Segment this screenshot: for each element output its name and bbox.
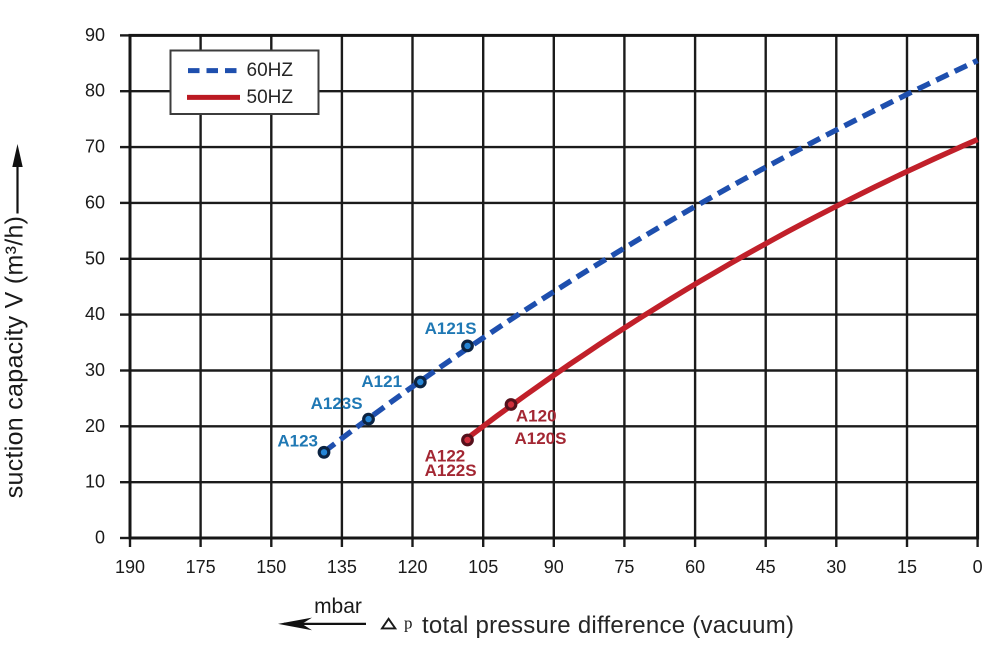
svg-text:A120: A120	[516, 407, 557, 426]
svg-text:A120S: A120S	[515, 429, 567, 448]
svg-text:A121: A121	[361, 372, 402, 391]
svg-text:total pressure difference (vac: total pressure difference (vacuum)	[422, 612, 794, 639]
svg-text:45: 45	[756, 557, 776, 577]
svg-text:80: 80	[85, 81, 105, 101]
svg-text:105: 105	[468, 557, 498, 577]
svg-text:20: 20	[85, 416, 105, 436]
svg-text:135: 135	[327, 557, 357, 577]
svg-text:30: 30	[826, 557, 846, 577]
svg-text:p: p	[404, 614, 413, 633]
svg-text:190: 190	[115, 557, 145, 577]
svg-text:60: 60	[85, 192, 105, 212]
svg-text:A123: A123	[277, 432, 318, 451]
svg-text:60: 60	[685, 557, 705, 577]
svg-text:50: 50	[85, 248, 105, 268]
svg-text:10: 10	[85, 472, 105, 492]
svg-text:40: 40	[85, 304, 105, 324]
svg-text:175: 175	[186, 557, 216, 577]
svg-text:150: 150	[256, 557, 286, 577]
svg-text:A121S: A121S	[425, 319, 477, 338]
svg-text:0: 0	[95, 528, 105, 548]
svg-text:15: 15	[897, 557, 917, 577]
svg-text:90: 90	[85, 25, 105, 45]
svg-text:A122S: A122S	[425, 461, 477, 480]
svg-text:75: 75	[614, 557, 634, 577]
svg-text:suction capacity V (m³/h): suction capacity V (m³/h)	[1, 216, 29, 499]
svg-text:50HZ: 50HZ	[247, 87, 294, 108]
svg-text:120: 120	[397, 557, 427, 577]
svg-text:60HZ: 60HZ	[247, 60, 294, 81]
svg-text:70: 70	[85, 137, 105, 157]
svg-text:A123S: A123S	[311, 394, 363, 413]
svg-text:mbar: mbar	[314, 595, 362, 618]
svg-text:A122: A122	[425, 447, 466, 466]
svg-text:90: 90	[544, 557, 564, 577]
svg-text:0: 0	[973, 557, 983, 577]
svg-text:30: 30	[85, 360, 105, 380]
